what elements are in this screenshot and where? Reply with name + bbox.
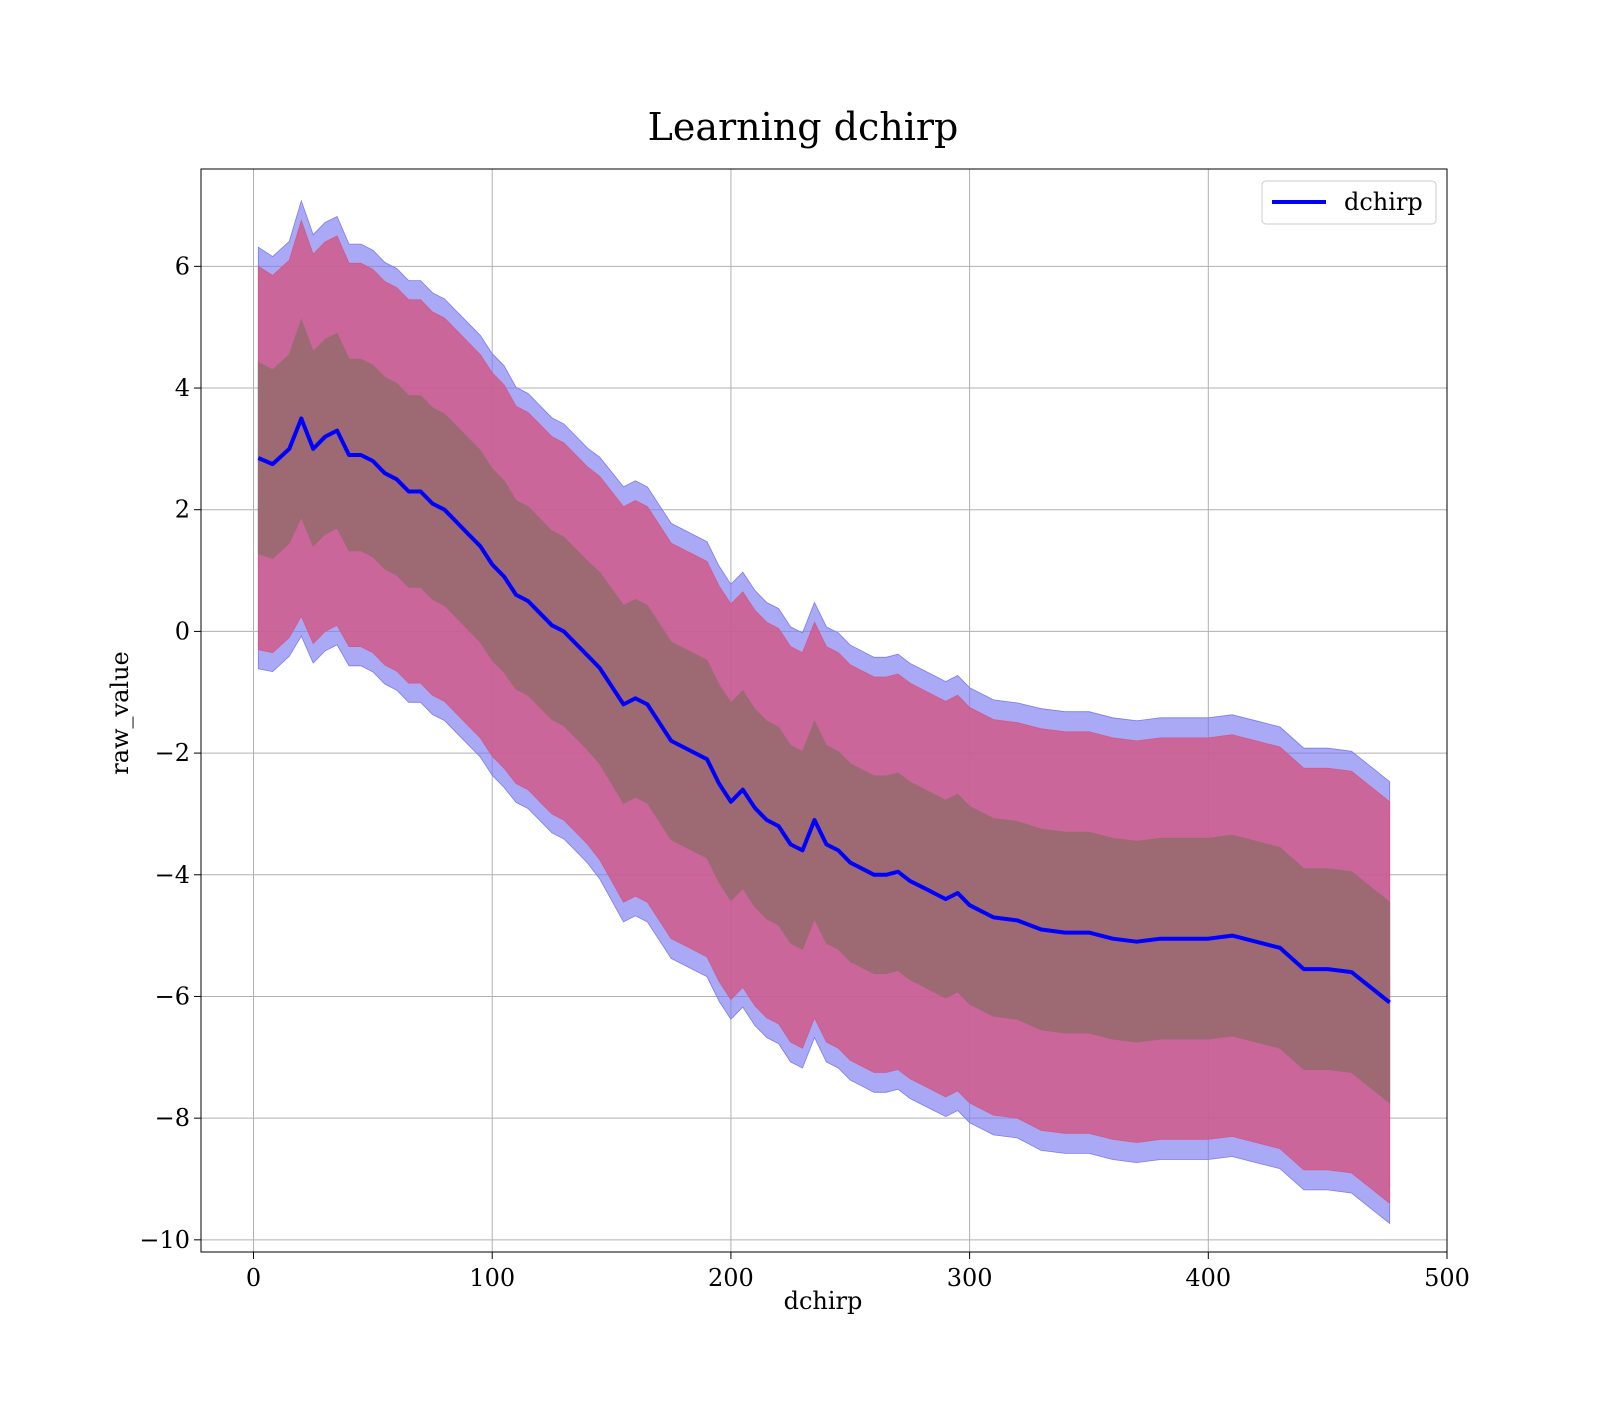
- x-tick-label: 200: [708, 1264, 754, 1292]
- plot-frame: [200, 168, 1448, 1253]
- mean-line-dchirp: [257, 416, 1391, 1005]
- y-tick-label: −4: [155, 861, 190, 889]
- x-tick-label: 300: [947, 1264, 993, 1292]
- y-tick-label: −2: [155, 739, 190, 767]
- y-tick-label: 2: [175, 496, 190, 524]
- legend-label-dchirp: dchirp: [1344, 188, 1423, 216]
- x-tick-label: 100: [469, 1264, 515, 1292]
- mean-line-layer: [257, 416, 1391, 1005]
- chart-title: Learning dchirp: [648, 105, 959, 149]
- std-bands: [257, 199, 1391, 1225]
- axis-ticks: 0 100 200 300 400 500 −10 −8 −6 −4 −2 0 2 4 6: [139, 252, 1470, 1292]
- legend-box: [1261, 180, 1437, 225]
- x-tick-label: 400: [1185, 1264, 1231, 1292]
- y-tick-label: −8: [155, 1104, 190, 1132]
- y-tick-label: 6: [175, 252, 190, 280]
- std-band-inner: [257, 318, 1391, 1104]
- y-tick-label: −10: [139, 1226, 190, 1254]
- y-tick-label: 0: [175, 617, 190, 645]
- y-tick-label: 4: [175, 374, 190, 402]
- x-axis-label: dchirp: [784, 1287, 863, 1315]
- legend: dchirp: [1261, 180, 1437, 225]
- y-axis-label: raw_value: [106, 651, 134, 775]
- x-tick-label: 500: [1424, 1264, 1470, 1292]
- x-tick-label: 0: [246, 1264, 261, 1292]
- y-tick-label: −6: [155, 982, 190, 1010]
